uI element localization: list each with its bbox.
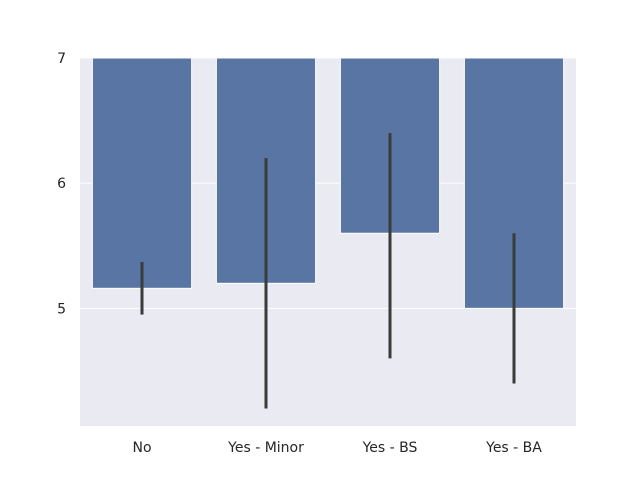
x-tick-label: No bbox=[132, 440, 151, 456]
bar bbox=[91, 57, 193, 289]
y-axis: 5 6 7 bbox=[57, 51, 66, 317]
x-tick-label: Yes - BS bbox=[362, 440, 418, 456]
y-tick-label: 6 bbox=[57, 176, 66, 192]
y-tick-label: 7 bbox=[57, 51, 66, 67]
error-bars bbox=[140, 133, 516, 409]
x-tick-label: Yes - Minor bbox=[227, 440, 304, 456]
x-tick-label: Yes - BA bbox=[485, 440, 542, 456]
y-tick-label: 5 bbox=[57, 301, 66, 317]
x-axis: No Yes - Minor Yes - BS Yes - BA bbox=[132, 440, 542, 456]
